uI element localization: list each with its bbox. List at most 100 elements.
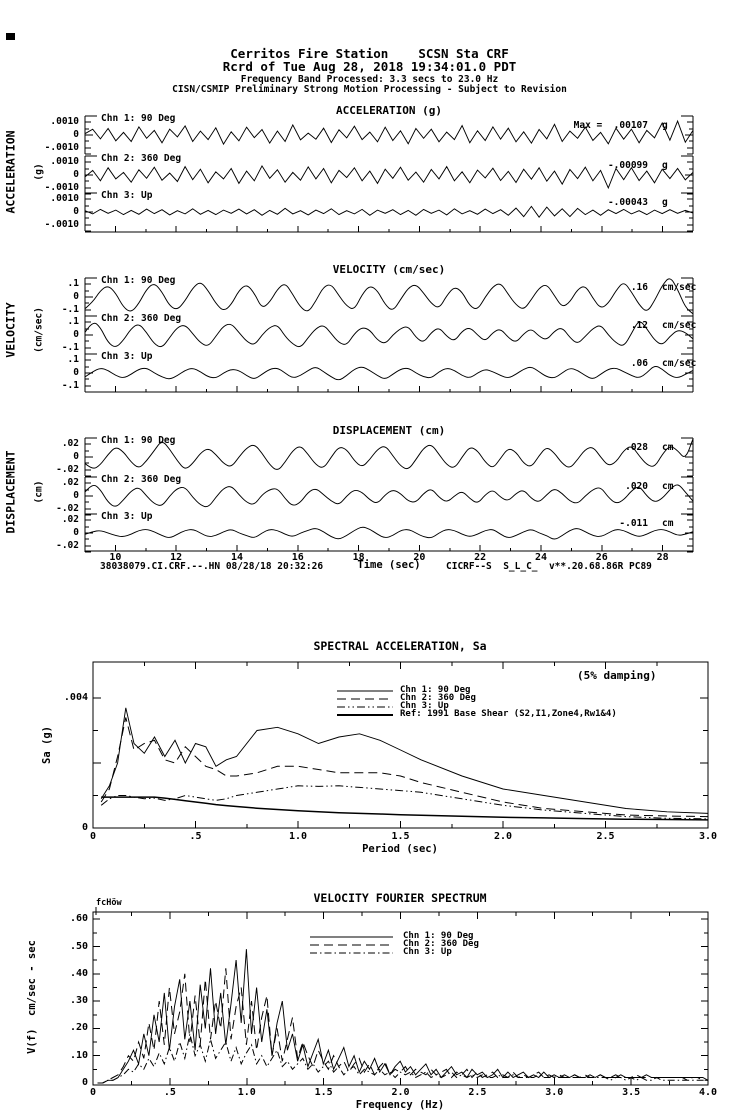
y-tick-label: .1 — [67, 354, 79, 365]
peak-value: .028 — [625, 442, 648, 453]
acceleration-group-title: ACCELERATION (g) — [336, 104, 442, 117]
fourier-y-tick-label: 0 — [81, 1077, 88, 1088]
fourier-legend-label: Chn 3: Up — [403, 947, 452, 957]
acceleration-axis-label: ACCELERATION — [3, 130, 18, 214]
sa-series-2 — [100, 717, 709, 818]
channel-label: Chn 3: Up — [101, 511, 153, 522]
peak-value: -.00043 — [607, 197, 648, 208]
fourier-x-tick-label: 4.0 — [698, 1087, 718, 1098]
channel-label: Chn 2: 360 Deg — [101, 153, 182, 164]
sa-y-tick-label: 0 — [81, 822, 88, 833]
y-tick-label: .1 — [67, 278, 79, 289]
y-tick-label: -.02 — [56, 540, 79, 551]
time-tick-label: 14 — [230, 552, 244, 563]
displacement-axis-unit: (cm) — [33, 480, 45, 504]
time-tick-label: 28 — [656, 552, 669, 563]
y-tick-label: .02 — [61, 477, 79, 488]
report-title: Cerritos Fire Station SCSN Sta CRF — [230, 46, 509, 61]
time-tick-label: 16 — [291, 552, 304, 563]
y-tick-label: .0010 — [50, 193, 79, 204]
time-tick-label: 18 — [352, 552, 365, 563]
channel-label: Chn 1: 90 Deg — [101, 113, 176, 124]
channel-label: Chn 3: Up — [101, 190, 153, 201]
fourier-y-tick-label: .60 — [69, 913, 88, 925]
y-tick-label: .1 — [67, 316, 79, 327]
peak-unit: cm/sec — [662, 320, 697, 331]
peak-unit: cm — [662, 518, 674, 529]
trace-displacement-ch1 — [84, 438, 694, 470]
record-datetime: Rcrd of Tue Aug 28, 2018 19:34:01.0 PDT — [222, 59, 517, 74]
trace-velocity-ch1 — [84, 278, 694, 315]
y-tick-label: 0 — [73, 206, 79, 217]
processing-disclaimer: CISN/CSMIP Preliminary Strong Motion Pro… — [172, 84, 567, 95]
time-tick-label: 26 — [595, 552, 608, 563]
time-tick-label: 20 — [413, 552, 426, 563]
fourier-x-tick-label: 2.0 — [391, 1087, 410, 1098]
peak-value: .06 — [630, 358, 648, 369]
time-tick-label: 24 — [534, 552, 548, 563]
fourier-y-tick-label: .50 — [69, 940, 88, 952]
peak-unit: g — [662, 160, 668, 171]
channel-label: Chn 2: 360 Deg — [101, 474, 182, 485]
fourier-series-3 — [97, 1033, 708, 1084]
time-axis-label: Time (sec) — [357, 559, 421, 571]
y-tick-label: -.1 — [61, 342, 79, 353]
fourier-x-tick-label: 0 — [89, 1087, 97, 1098]
y-tick-label: 0 — [73, 169, 79, 180]
peak-unit: g — [662, 120, 668, 131]
y-tick-label: .0010 — [50, 156, 79, 167]
fourier-corner-frequency-label: fcHöw — [96, 898, 122, 908]
fourier-y-tick-label: .10 — [69, 1049, 88, 1061]
velocity-axis-label: VELOCITY — [3, 302, 18, 358]
fourier-y-tick-label: .40 — [69, 967, 88, 979]
trace-acceleration-ch3 — [84, 205, 694, 219]
sa-legend-label: Chn 3: Up — [400, 701, 449, 711]
channel-label: Chn 3: Up — [101, 351, 153, 362]
sa-legend-label: Chn 1: 90 Deg — [400, 685, 471, 695]
fourier-x-tick-label: 3.5 — [622, 1087, 641, 1098]
sa-legend-label: Chn 2: 360 Deg — [400, 693, 476, 703]
fourier-chart-title: VELOCITY FOURIER SPECTRUM — [313, 891, 487, 905]
peak-value: .16 — [630, 282, 648, 293]
peak-value: .020 — [625, 481, 648, 492]
peak-unit: cm — [662, 442, 674, 453]
sa-y-tick-label: .004 — [63, 692, 88, 703]
fourier-y-tick-label: .30 — [69, 995, 88, 1007]
fourier-legend-label: Chn 2: 360 Deg — [403, 939, 479, 949]
y-tick-label: -.02 — [56, 503, 79, 514]
y-tick-label: -.0010 — [44, 219, 79, 230]
sa-series-1 — [100, 707, 709, 814]
sa-x-tick-label: 1.0 — [288, 831, 308, 842]
sa-x-tick-label: 2.5 — [596, 831, 615, 842]
y-tick-label: -.1 — [61, 304, 79, 315]
fourier-y-axis-label: V(f) cm/sec - sec — [25, 940, 38, 1054]
acceleration-axis-unit: (g) — [33, 163, 45, 181]
y-tick-label: 0 — [73, 451, 79, 462]
fourier-x-tick-label: 3.0 — [545, 1087, 564, 1098]
peak-unit: cm/sec — [662, 358, 697, 369]
displacement-axis-label: DISPLACEMENT — [3, 450, 18, 534]
peak-value: -.00099 — [607, 160, 648, 171]
y-tick-label: .0010 — [50, 116, 79, 127]
peak-value: .12 — [630, 320, 648, 331]
sa-x-tick-label: 2.0 — [493, 831, 513, 842]
sa-x-tick-label: 3.0 — [698, 831, 718, 842]
trace-velocity-ch3 — [84, 366, 694, 381]
fourier-x-tick-label: 2.5 — [468, 1087, 487, 1098]
fourier-legend-label: Chn 1: 90 Deg — [403, 931, 474, 941]
fourier-x-axis-label: Frequency (Hz) — [355, 1099, 445, 1111]
trace-acceleration-ch2 — [84, 164, 694, 190]
time-tick-label: 10 — [109, 552, 122, 563]
sa-series-3 — [100, 785, 709, 820]
fourier-series-1 — [97, 949, 709, 1084]
sa-x-tick-label: 0 — [89, 831, 97, 842]
y-tick-label: .02 — [61, 438, 79, 449]
displacement-group-title: DISPLACEMENT (cm) — [332, 424, 446, 437]
peak-unit: g — [662, 197, 668, 208]
y-tick-label: 0 — [73, 367, 79, 378]
sa-chart-title: SPECTRAL ACCELERATION, Sa — [313, 639, 487, 653]
y-tick-label: 0 — [73, 329, 79, 340]
processing-version-footer: CICRF--S S_L_C_ v**.20.68.86R PC89 — [446, 561, 652, 572]
peak-unit: cm/sec — [662, 282, 697, 293]
